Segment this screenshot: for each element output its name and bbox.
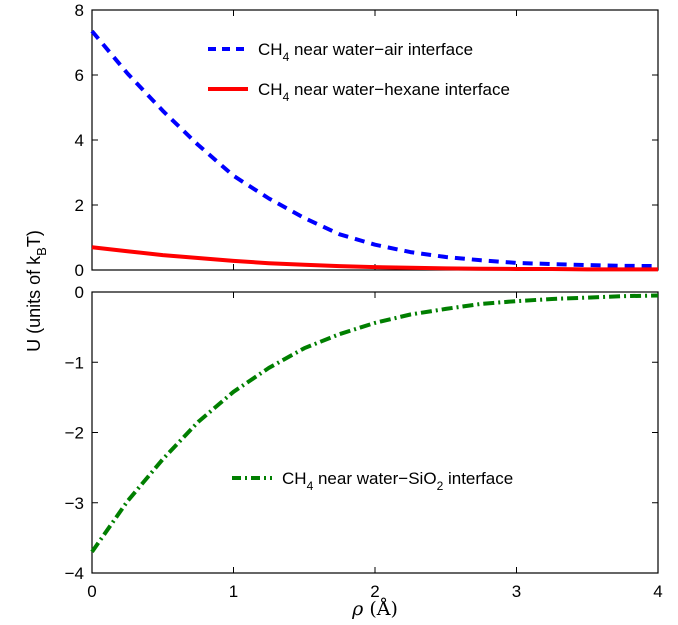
plot-frame (91, 291, 659, 574)
y-tick-label: 4 (75, 131, 84, 150)
series-line (91, 245, 658, 272)
y-tick-label: −1 (65, 353, 84, 372)
y-tick-label: 6 (75, 66, 84, 85)
y-axis-label-part: U (units of k (24, 255, 44, 352)
x-tick-label: 2 (370, 582, 379, 601)
legend-subscript: 4 (307, 479, 314, 493)
legend-text-part: near water−hexane interface (289, 80, 510, 99)
legend-subscript: 4 (283, 50, 290, 64)
y-axis-label: U (units of kBT) (24, 230, 49, 352)
x-tick-label: 3 (512, 582, 521, 601)
legend-text-part: CH (258, 80, 283, 99)
x-axis-unit: (Å) (363, 598, 398, 620)
x-axis-symbol: ρ (351, 598, 364, 620)
x-tick-label: 4 (653, 582, 662, 601)
y-tick-label: 0 (75, 283, 84, 302)
legend-label: CH4 near water−air interface (258, 40, 473, 64)
x-axis-label: ρ (Å) (351, 598, 398, 620)
y-tick-label: 2 (75, 196, 84, 215)
legend-text-part: near water−SiO (313, 469, 436, 488)
legend-text-part: interface (443, 469, 513, 488)
x-tick-label: 1 (229, 582, 238, 601)
y-tick-label: 0 (75, 261, 84, 280)
legend-text-part: CH (282, 469, 307, 488)
legend-label: CH4 near water−SiO2 interface (282, 469, 513, 493)
y-axis-label-subscript: B (34, 247, 49, 256)
series-line (90, 29, 659, 269)
legend-subscript: 2 (437, 479, 444, 493)
legend-label: CH4 near water−hexane interface (258, 80, 510, 104)
legend-text-part: near water−air interface (289, 40, 473, 59)
x-tick-label: 0 (87, 582, 96, 601)
legend-subscript: 4 (283, 90, 290, 104)
series-line (90, 293, 659, 554)
y-tick-label: −2 (65, 424, 84, 443)
legend-text-part: CH (258, 40, 283, 59)
y-tick-label: −4 (65, 564, 84, 583)
y-tick-label: −3 (65, 494, 84, 513)
y-axis-label-part: T) (24, 230, 44, 247)
y-tick-label: 8 (75, 1, 84, 20)
